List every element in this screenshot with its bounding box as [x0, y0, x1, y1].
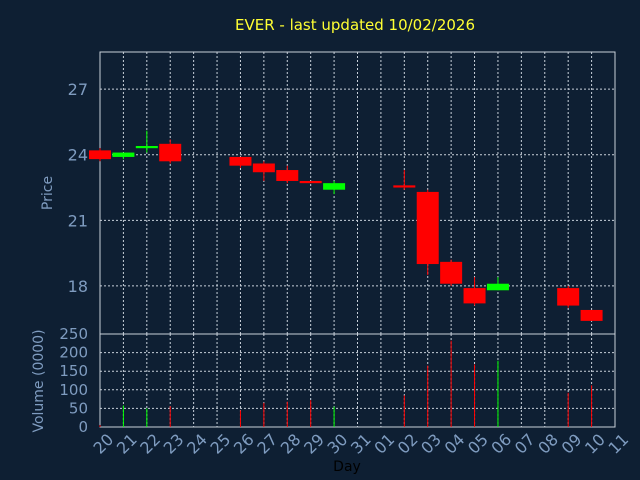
candle-body	[112, 152, 135, 157]
volume-tick-label: 100	[59, 381, 88, 399]
candle-body	[159, 143, 182, 162]
volume-bars	[99, 340, 593, 427]
volume-tick-label: 200	[59, 344, 88, 362]
candle-body	[486, 283, 509, 291]
candle-body	[557, 288, 580, 306]
price-grid	[100, 52, 615, 334]
candle-body	[393, 185, 416, 188]
price-panel: 18 21 24 27 Price	[40, 51, 616, 335]
volume-tick-label: 150	[59, 362, 88, 380]
candle-body	[416, 191, 439, 265]
x-axis-label: Day	[333, 459, 361, 475]
candle-body	[229, 156, 252, 166]
candle-body	[276, 170, 299, 181]
price-axis-label: Price	[40, 176, 56, 210]
candle-body	[440, 261, 463, 284]
price-tick-label: 21	[68, 211, 88, 230]
price-y-ticks: 18 21 24 27	[68, 80, 88, 296]
candle-body	[580, 309, 603, 321]
price-tick-label: 24	[68, 146, 88, 165]
x-axis-ticks: 2021222324252627282930310102030405060708…	[89, 430, 632, 458]
candle-body	[299, 180, 322, 184]
volume-axis-label: Volume (0000)	[31, 329, 47, 432]
chart-title: EVER - last updated 10/02/2026	[235, 16, 475, 34]
candle-body	[323, 183, 346, 190]
x-tick-label: 11	[604, 430, 632, 458]
candle-body	[89, 150, 111, 160]
price-tick-label: 27	[68, 80, 88, 99]
candle-body	[135, 146, 158, 149]
volume-tick-label: 250	[59, 325, 88, 343]
volume-tick-label: 0	[78, 418, 88, 436]
candle-body	[463, 288, 486, 304]
candle-body	[252, 163, 275, 173]
price-tick-label: 18	[68, 277, 88, 296]
candles	[89, 130, 603, 321]
volume-tick-label: 50	[69, 399, 88, 417]
